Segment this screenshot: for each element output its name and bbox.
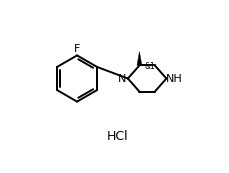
Text: N: N — [118, 74, 126, 84]
Text: NH: NH — [165, 74, 182, 84]
Text: HCl: HCl — [106, 130, 128, 143]
Text: &1: &1 — [143, 62, 154, 71]
Text: F: F — [74, 44, 80, 54]
Polygon shape — [136, 52, 141, 65]
